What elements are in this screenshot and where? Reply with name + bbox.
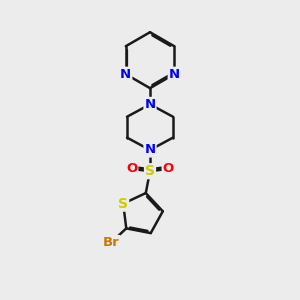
Text: O: O [163, 162, 174, 175]
Text: O: O [126, 162, 137, 175]
Text: S: S [145, 164, 155, 178]
Text: Br: Br [103, 236, 120, 249]
Text: N: N [144, 143, 156, 157]
Text: N: N [120, 68, 131, 81]
Text: S: S [118, 196, 128, 211]
Text: N: N [144, 98, 156, 111]
Text: N: N [169, 68, 180, 81]
